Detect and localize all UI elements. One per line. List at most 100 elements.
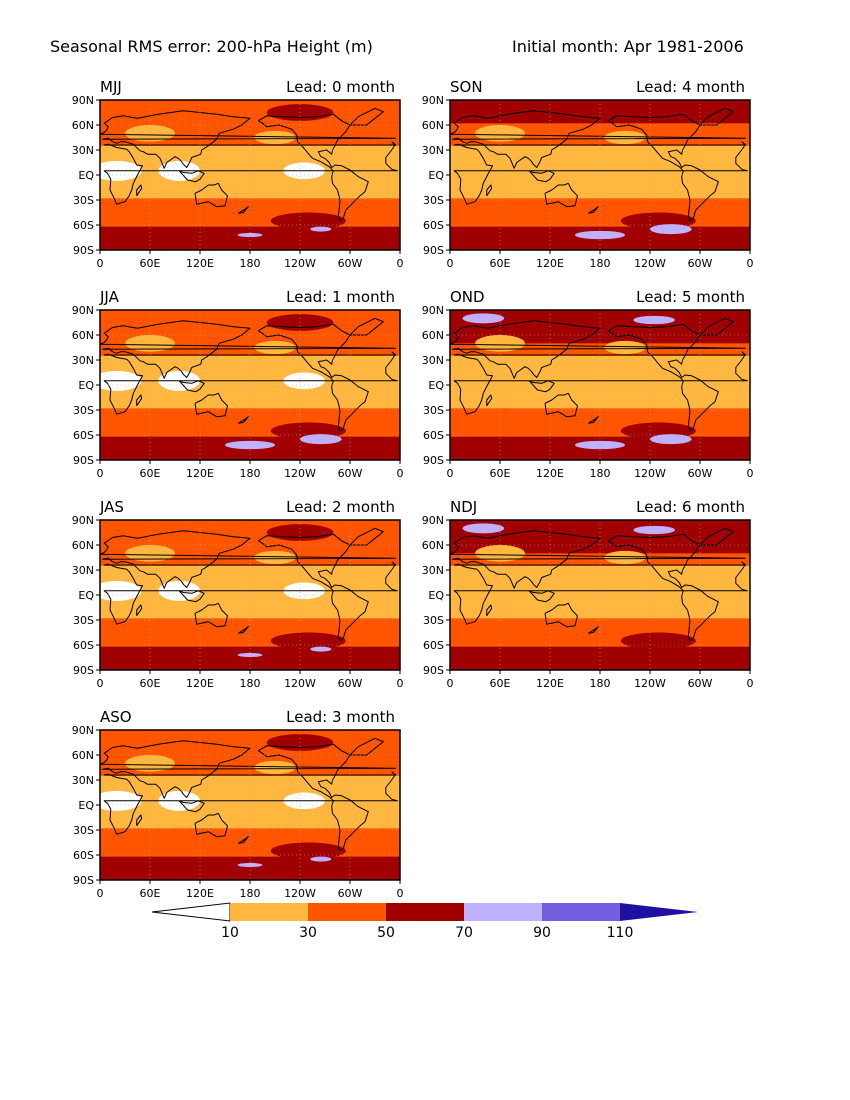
coastline — [194, 392, 228, 418]
lon-tick-label: 180 — [240, 257, 261, 270]
colorbar-label: 110 — [607, 925, 634, 941]
lon-tick-label: 120W — [284, 887, 316, 900]
lon-tick-label: 180 — [240, 467, 261, 480]
map-fill — [100, 310, 400, 460]
fill-10-30-north-patch — [475, 335, 525, 352]
colorbar-segment — [151, 902, 231, 922]
map-fill — [450, 310, 750, 460]
coastline — [699, 527, 734, 546]
fill-70-90-south — [310, 646, 332, 652]
panel-season-label: MJJ — [100, 78, 122, 96]
coastline — [258, 113, 369, 222]
fill-70-90-south — [300, 434, 342, 445]
lon-tick-label: 60W — [688, 677, 713, 690]
lon-tick-label: 0 — [397, 887, 404, 900]
lat-tick-label: 30S — [423, 404, 444, 417]
fill-10-30-north-patch — [254, 130, 296, 145]
panel-lead-label: Lead: 3 month — [286, 708, 395, 726]
fill-70-90-south — [575, 230, 625, 240]
fill-70-90-south — [650, 434, 692, 445]
lat-tick-label: 30N — [72, 144, 94, 157]
lat-tick-label: 30S — [423, 194, 444, 207]
fill-70-90-south — [225, 440, 275, 450]
lat-tick-label: 60S — [423, 639, 444, 652]
lon-tick-label: 120E — [186, 887, 214, 900]
lat-tick-label: 60S — [423, 429, 444, 442]
panel-season-label: NDJ — [450, 498, 477, 516]
lon-tick-label: 60W — [688, 467, 713, 480]
lat-tick-label: 60N — [72, 539, 94, 552]
lat-tick-label: 90N — [72, 514, 94, 527]
lon-tick-label: 120E — [186, 677, 214, 690]
lat-tick-label: 30S — [73, 824, 94, 837]
colorbar-label: 90 — [533, 925, 551, 941]
lon-tick-label: 120W — [284, 467, 316, 480]
lat-tick-label: 60S — [73, 639, 94, 652]
fill-50-70-south — [450, 646, 750, 670]
lon-tick-label: 180 — [590, 677, 611, 690]
lon-tick-label: 0 — [397, 467, 404, 480]
lon-tick-label: 0 — [97, 887, 104, 900]
lat-tick-label: 90N — [72, 304, 94, 317]
coastline — [588, 206, 599, 214]
lat-tick-label: 90N — [72, 724, 94, 737]
coastline — [349, 107, 384, 126]
lat-tick-label: EQ — [78, 589, 94, 602]
lon-tick-label: 0 — [447, 677, 454, 690]
coastline — [100, 530, 396, 589]
lat-tick-label: 60N — [72, 329, 94, 342]
lon-tick-label: 180 — [590, 257, 611, 270]
lat-tick-label: 30S — [73, 614, 94, 627]
coastline — [453, 141, 748, 205]
coastline — [258, 533, 369, 642]
figure-subtitle: Initial month: Apr 1981-2006 — [512, 37, 744, 56]
lon-tick-label: 0 — [447, 467, 454, 480]
map-fill — [450, 520, 750, 670]
lat-tick-label: EQ — [78, 799, 94, 812]
coastline — [194, 182, 228, 208]
lat-tick-label: 90S — [73, 244, 94, 257]
lat-tick-label: 30S — [423, 614, 444, 627]
fill-10-30-north-patch — [254, 340, 296, 355]
coastline — [528, 590, 555, 603]
lon-tick-label: 180 — [240, 677, 261, 690]
fill-70-90-south — [575, 440, 625, 450]
lat-tick-label: 30S — [73, 194, 94, 207]
panel-lead-label: Lead: 5 month — [636, 288, 745, 306]
coastline — [258, 323, 369, 432]
fill-50-70-south — [100, 856, 400, 880]
coastline — [608, 113, 719, 222]
lat-tick-label: 30N — [72, 564, 94, 577]
lat-tick-label: 30S — [73, 404, 94, 417]
panel-lead-label: Lead: 2 month — [286, 498, 395, 516]
lon-tick-label: 60W — [338, 887, 363, 900]
fill-10-30-north-patch — [254, 550, 296, 565]
coastline — [238, 416, 249, 424]
fill-10-30-north-patch — [604, 340, 646, 355]
lon-tick-label: 0 — [397, 257, 404, 270]
figure-title: Seasonal RMS error: 200-hPa Height (m) — [50, 37, 373, 56]
coastline — [608, 533, 719, 642]
fill-70-90-south — [650, 224, 692, 235]
colorbar-label: 30 — [299, 925, 317, 941]
coastline — [136, 814, 143, 827]
panel-season-label: SON — [450, 78, 483, 96]
colorbar-segment — [308, 903, 386, 921]
lat-tick-label: 90S — [73, 874, 94, 887]
coastline — [194, 602, 228, 628]
lon-tick-label: 60E — [490, 467, 511, 480]
fill-70-90-north — [462, 313, 505, 324]
coastline — [544, 392, 578, 418]
map-fill — [100, 100, 400, 250]
coastline — [103, 141, 398, 205]
lat-tick-label: 60S — [73, 219, 94, 232]
fill-10-30-north-patch — [475, 125, 525, 142]
lat-tick-label: 60S — [73, 849, 94, 862]
lon-tick-label: 60E — [490, 257, 511, 270]
coastline — [194, 812, 228, 838]
